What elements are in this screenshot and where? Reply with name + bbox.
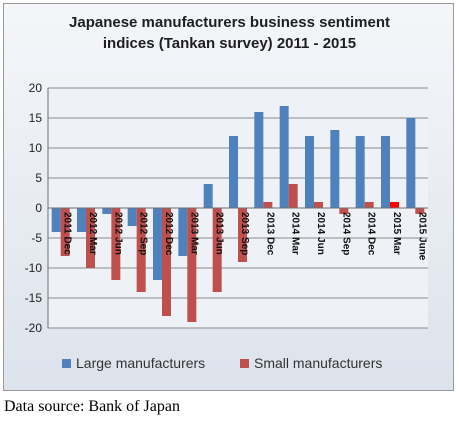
category-label-12: 2014 Dec [366, 212, 377, 256]
category-label-9: 2014 Mar [290, 212, 301, 255]
y-tick-label-0: -20 [25, 321, 43, 335]
bar-chart: -20 -15 -10 -5 0 5 10 15 20 2011 Dec 2012 Mar 2012 … [25, 81, 428, 371]
category-label-10: 2014 Jun [315, 212, 326, 255]
category-label-3: 2012 Sep [138, 212, 149, 255]
bar-small-6 [212, 208, 222, 292]
y-tick-label-1: -15 [25, 291, 43, 305]
bar-small-11 [339, 208, 349, 214]
bar-large-8 [254, 112, 264, 208]
category-label-13: 2015 Mar [391, 212, 402, 255]
bar-large-7 [229, 136, 238, 208]
bar-large-2 [102, 208, 112, 214]
category-label-7: 2013 Sep [239, 212, 250, 255]
bar-large-13 [381, 136, 390, 208]
bar-large-1 [77, 208, 86, 232]
category-label-4: 2012 Dec [163, 212, 174, 256]
bar-small-4 [162, 208, 171, 316]
bar-small-2 [111, 208, 121, 280]
bar-small-12 [364, 202, 374, 208]
legend-label-0: Large manufacturers [76, 355, 205, 371]
category-label-8: 2013 Dec [264, 212, 275, 256]
category-label-6: 2013 Jun [214, 212, 225, 255]
bar-small-7 [238, 208, 247, 262]
bar-large-11 [330, 130, 340, 208]
bar-large-12 [355, 136, 365, 208]
bar-small-9 [288, 184, 298, 208]
bar-large-0 [51, 208, 61, 232]
bar-small-3 [136, 208, 146, 292]
bar-large-10 [305, 136, 314, 208]
bar-large-6 [203, 184, 213, 208]
bar-large-5 [178, 208, 188, 256]
bar-small-5 [187, 208, 197, 322]
bar-small-10 [314, 202, 323, 208]
category-label-1: 2012 Mar [87, 212, 98, 255]
chart-title: Japanese manufacturers business sentimen… [4, 12, 455, 54]
chart-title-line-2: indices (Tankan survey) 2011 - 2015 [102, 35, 357, 52]
bar-large-14 [406, 118, 416, 208]
category-label-11: 2014 Sep [340, 212, 351, 255]
category-label-0: 2011 Dec [62, 212, 73, 255]
y-tick-label-3: -5 [31, 231, 42, 245]
y-tick-label-5: 5 [35, 171, 42, 185]
bar-large-9 [279, 106, 289, 208]
category-label-14: 2015 June [416, 212, 427, 261]
data-source: Data source: Bank of Japan [4, 398, 180, 415]
y-tick-label-4: 0 [35, 201, 42, 215]
category-label-5: 2013 Mar [188, 212, 199, 255]
chart-frame: Japanese manufacturers business sentimen… [3, 3, 454, 391]
legend-swatch-1 [240, 359, 249, 368]
bar-small-14 [415, 208, 425, 214]
y-tick-label-7: 15 [29, 111, 43, 125]
y-tick-label-6: 10 [29, 141, 43, 155]
bar-small-0 [60, 208, 70, 256]
bar-small-13 [390, 202, 399, 208]
chart-title-line-1: Japanese manufacturers business sentimen… [69, 14, 390, 31]
bar-small-1 [86, 208, 95, 268]
legend-label-1: Small manufacturers [254, 355, 382, 371]
bar-large-3 [127, 208, 137, 226]
y-tick-label-2: -10 [25, 261, 43, 275]
category-label-2: 2012 Jun [112, 212, 123, 255]
bar-small-8 [263, 202, 273, 208]
y-tick-label-8: 20 [29, 81, 43, 95]
legend-swatch-0 [62, 359, 71, 368]
bar-large-4 [153, 208, 162, 280]
